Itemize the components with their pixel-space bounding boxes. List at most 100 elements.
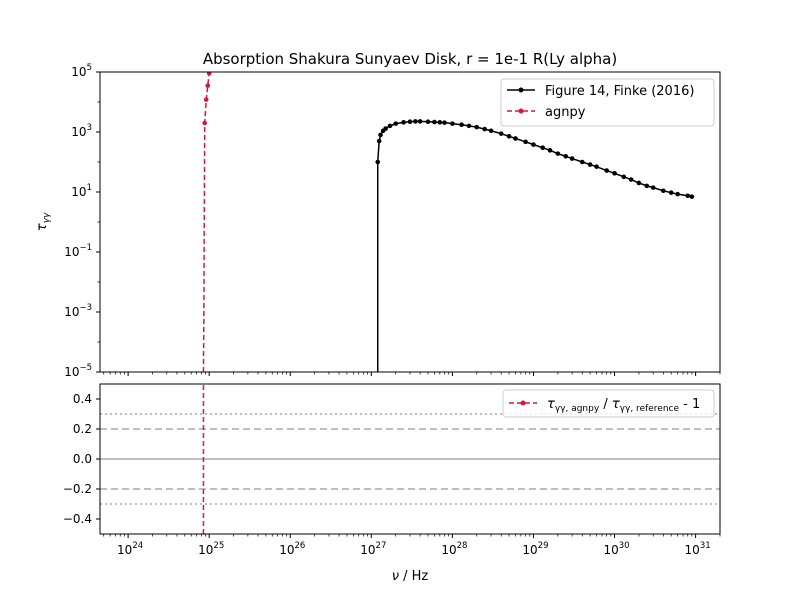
data-point-finke <box>547 148 553 153</box>
data-point-finke <box>383 126 388 131</box>
x-tick-label-2: 1026 <box>279 541 305 557</box>
legend-label-agnpy: agnpy <box>545 105 586 120</box>
data-point-finke <box>661 188 666 194</box>
data-point-agnpy <box>203 97 209 102</box>
top-y-tick-label-0: 10−5 <box>64 363 92 379</box>
x-tick-label-1: 1025 <box>198 541 224 557</box>
x-tick-label-0-base: 10 <box>117 543 132 557</box>
data-point-finke <box>474 124 480 130</box>
x-tick-label-6: 1030 <box>603 541 629 557</box>
top-y-axis-label: τγγ <box>35 212 52 231</box>
legend-ratio-sub2: γγ, reference <box>620 404 680 414</box>
top-y-tick-label-4-base: 10 <box>71 125 86 139</box>
top-y-tick-label-4: 103 <box>71 123 92 139</box>
x-tick-label-3-base: 10 <box>360 543 375 557</box>
data-point-finke <box>540 145 545 150</box>
top-y-axis-label-sub: γγ <box>42 212 52 223</box>
x-tick-label-6-exp: 30 <box>619 541 630 551</box>
data-point-finke <box>488 128 494 134</box>
data-point-finke <box>685 193 691 199</box>
data-point-finke <box>417 119 423 124</box>
data-point-finke <box>555 151 561 156</box>
top-x-ticks <box>103 372 721 376</box>
data-point-finke <box>604 168 609 173</box>
x-tick-label-1-exp: 25 <box>213 541 224 551</box>
data-point-finke <box>668 190 674 195</box>
data-point-finke <box>523 139 528 145</box>
data-point-finke <box>675 191 680 197</box>
x-tick-label-0-exp: 24 <box>132 541 143 551</box>
legend-swatch-finke-marker <box>518 87 524 93</box>
data-point-agnpy <box>205 83 211 88</box>
bottom-x-ticks: 1024 1025 1026 1027 1028 1029 1030 1031 <box>103 534 721 557</box>
data-point-finke <box>650 185 656 190</box>
chart-title: Absorption Shakura Sunyaev Disk, r = 1e-… <box>203 50 617 68</box>
top-y-tick-label-0-exp: −5 <box>79 363 92 373</box>
bottom-legend[interactable]: τγγ, agnpy / τγγ, reference - 1 <box>502 389 715 418</box>
data-point-finke <box>393 121 399 126</box>
data-point-finke <box>459 122 464 128</box>
legend-label-finke: Figure 14, Finke (2016) <box>545 84 694 99</box>
x-tick-label-7-base: 10 <box>685 543 700 557</box>
data-point-finke <box>563 153 569 159</box>
x-tick-label-5-exp: 29 <box>538 541 549 551</box>
x-tick-label-3-exp: 27 <box>376 541 387 551</box>
legend-swatch-agnpy-marker <box>518 108 524 114</box>
data-point-finke <box>531 142 536 147</box>
top-y-tick-label-3-base: 10 <box>71 185 86 199</box>
top-y-tick-label-3-exp: 1 <box>87 183 92 193</box>
data-point-finke <box>375 159 381 165</box>
data-point-finke <box>644 183 650 189</box>
x-tick-label-6-base: 10 <box>603 543 618 557</box>
data-point-finke <box>587 162 593 167</box>
top-series-layer <box>202 72 695 372</box>
data-point-finke <box>407 119 413 125</box>
x-tick-label-2-exp: 26 <box>294 541 305 551</box>
legend-ratio-sub1: γγ, agnpy <box>555 404 600 414</box>
data-point-finke <box>437 120 443 125</box>
data-point-finke <box>378 132 383 138</box>
top-legend[interactable]: Figure 14, Finke (2016) agnpy <box>500 78 715 127</box>
data-point-agnpy <box>206 72 212 76</box>
data-point-finke <box>621 174 627 180</box>
data-point-finke <box>442 120 447 125</box>
top-legend-box <box>500 78 715 127</box>
x-tick-label-1-base: 10 <box>198 543 213 557</box>
data-point-finke <box>569 156 575 161</box>
legend-ratio-tau1: τ <box>547 397 555 412</box>
top-y-tick-label-4-exp: 3 <box>87 123 92 133</box>
data-point-finke <box>513 136 518 141</box>
data-point-finke <box>401 120 406 125</box>
data-point-finke <box>689 194 695 199</box>
x-tick-label-3: 1027 <box>360 541 386 557</box>
legend-ratio-tail: - 1 <box>679 397 700 412</box>
data-point-finke <box>466 123 472 129</box>
data-point-finke <box>425 119 431 125</box>
data-point-finke <box>376 138 382 144</box>
data-point-finke <box>450 121 455 126</box>
data-point-agnpy <box>202 120 207 126</box>
data-point-finke <box>482 126 487 132</box>
top-y-tick-label-3: 101 <box>71 183 92 199</box>
x-tick-label-2-base: 10 <box>279 543 294 557</box>
bottom-y-tick-label-4: −0.4 <box>63 512 92 526</box>
x-axis-label-nu: ν <box>392 569 399 584</box>
top-y-tick-label-5-base: 10 <box>71 65 86 79</box>
bottom-y-tick-label-1: 0.2 <box>73 422 92 436</box>
data-point-finke <box>628 177 634 182</box>
x-tick-label-4-base: 10 <box>441 543 456 557</box>
data-point-finke <box>432 119 437 125</box>
top-y-tick-label-1-base: 10 <box>64 305 79 319</box>
x-tick-label-5-base: 10 <box>522 543 537 557</box>
bottom-y-tick-label-2: 0.0 <box>73 452 92 466</box>
bottom-y-tick-label-3: −0.2 <box>63 482 92 496</box>
data-point-finke <box>413 119 418 124</box>
bottom-plot-frame <box>99 383 721 535</box>
data-point-finke <box>579 159 585 165</box>
bottom-y-tick-label-0: 0.4 <box>73 392 92 406</box>
data-point-finke <box>498 131 504 136</box>
legend-label-ratio: τγγ, agnpy / τγγ, reference - 1 <box>547 397 700 414</box>
top-y-tick-label-2: 10−1 <box>64 243 92 259</box>
x-tick-label-4: 1028 <box>441 541 467 557</box>
